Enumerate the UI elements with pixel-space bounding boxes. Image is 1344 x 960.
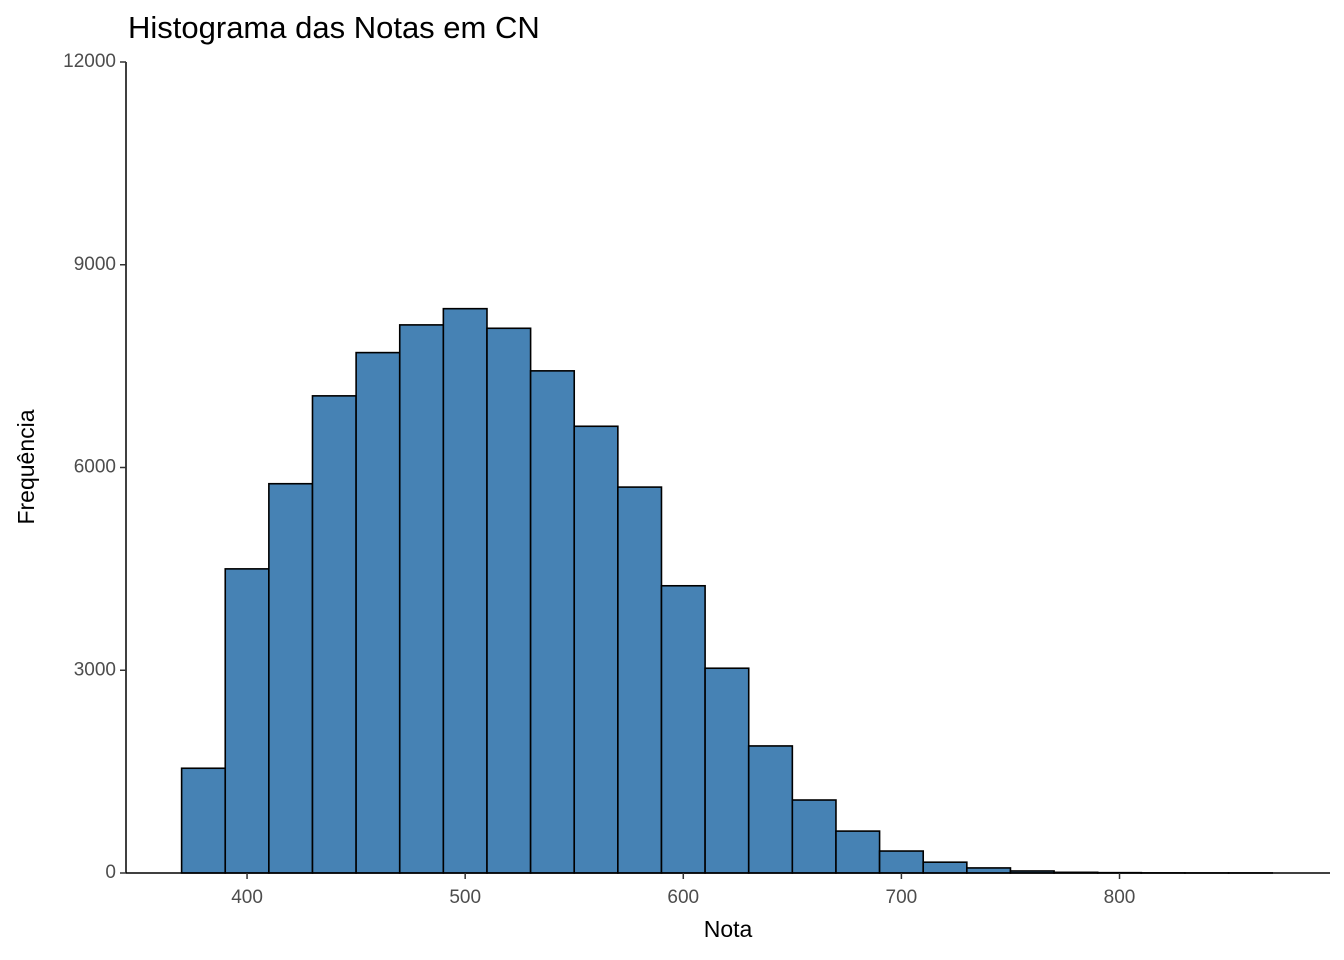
- y-axis-title: Frequência: [13, 409, 39, 524]
- y-tick-label: 0: [105, 862, 116, 883]
- bar: [529, 370, 576, 874]
- chart-title: Histograma das Notas em CN: [128, 10, 540, 45]
- x-tick-label: 400: [231, 887, 263, 908]
- bar: [791, 799, 837, 874]
- x-axis-title: Nota: [704, 916, 753, 942]
- x-tick-label: 500: [449, 887, 481, 908]
- bar: [355, 351, 401, 874]
- bar: [224, 568, 270, 874]
- bar: [398, 324, 445, 874]
- bar: [704, 667, 750, 874]
- x-tick-label: 700: [886, 887, 918, 908]
- bar: [878, 850, 925, 874]
- bar: [922, 861, 968, 874]
- bar: [835, 830, 881, 874]
- y-tick-label: 9000: [74, 254, 116, 275]
- y-tick-label: 3000: [74, 659, 116, 680]
- bar: [966, 867, 1012, 874]
- x-tick-label: 600: [667, 887, 699, 908]
- bar: [617, 486, 663, 874]
- bar: [268, 482, 314, 874]
- bar: [311, 395, 357, 874]
- y-tick-label: 6000: [74, 457, 116, 478]
- x-tick-label: 800: [1104, 887, 1136, 908]
- bar: [747, 745, 794, 874]
- bar: [442, 307, 488, 874]
- bar: [660, 584, 706, 874]
- bar: [180, 767, 227, 874]
- bar: [486, 327, 532, 874]
- bar: [573, 425, 619, 874]
- y-tick-label: 12000: [63, 51, 116, 72]
